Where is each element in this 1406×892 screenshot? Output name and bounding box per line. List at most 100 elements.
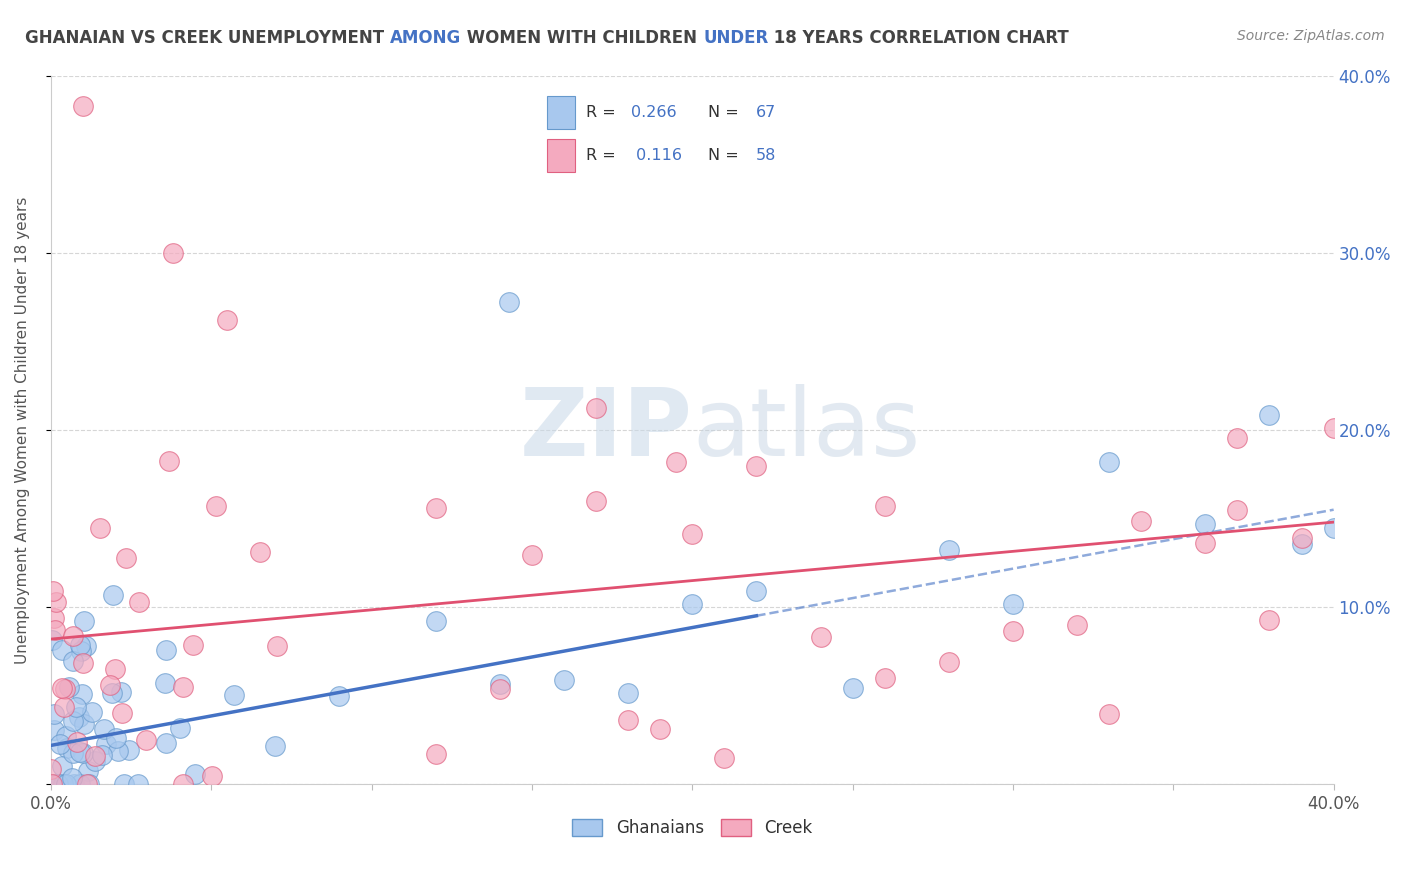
Creek (1258, 613, 1281, 627)
Creek (585, 493, 607, 508)
Ghanaians (110, 685, 132, 699)
Creek (157, 454, 180, 468)
Ghanaians (42, 706, 65, 721)
Ghanaians (69, 777, 91, 791)
Creek (115, 551, 138, 566)
Creek (41, 777, 63, 791)
Creek (201, 769, 224, 783)
Ghanaians (51, 759, 73, 773)
Creek (585, 401, 607, 415)
Text: GHANAIAN VS CREEK UNEMPLOYMENT: GHANAIAN VS CREEK UNEMPLOYMENT (25, 29, 391, 46)
Ghanaians (155, 736, 177, 750)
Ghanaians (44, 777, 66, 791)
Ghanaians (62, 714, 84, 728)
Ghanaians (70, 687, 93, 701)
Creek (1066, 618, 1088, 632)
Ghanaians (224, 688, 246, 702)
Creek (425, 501, 447, 516)
Ghanaians (101, 588, 124, 602)
Creek (745, 459, 768, 474)
Ghanaians (184, 767, 207, 781)
Ghanaians (58, 680, 80, 694)
Creek (41, 762, 63, 776)
Text: AMONG: AMONG (391, 29, 461, 46)
Creek (53, 681, 76, 696)
Text: UNDER: UNDER (703, 29, 769, 46)
Ghanaians (104, 731, 127, 746)
Creek (1323, 421, 1346, 435)
Ghanaians (77, 777, 100, 791)
Ghanaians (72, 746, 94, 760)
Ghanaians (745, 584, 768, 599)
Text: ZIP: ZIP (519, 384, 692, 476)
Ghanaians (76, 639, 98, 653)
Ghanaians (56, 741, 79, 756)
Ghanaians (69, 745, 91, 759)
Creek (650, 723, 672, 737)
Y-axis label: Unemployment Among Women with Children Under 18 years: Unemployment Among Women with Children U… (15, 196, 30, 664)
Ghanaians (425, 614, 447, 628)
Ghanaians (1194, 516, 1216, 531)
Ghanaians (155, 643, 177, 657)
Ghanaians (80, 705, 103, 719)
Ghanaians (46, 777, 69, 791)
Creek (41, 583, 63, 598)
Creek (938, 655, 960, 669)
Creek (100, 678, 122, 692)
Creek (44, 623, 66, 637)
Ghanaians (51, 643, 73, 657)
Ghanaians (112, 777, 135, 791)
Legend: Ghanaians, Creek: Ghanaians, Creek (565, 812, 818, 844)
Ghanaians (617, 686, 640, 700)
Creek (172, 777, 194, 791)
Creek (84, 749, 107, 764)
Ghanaians (65, 699, 87, 714)
Ghanaians (1001, 597, 1024, 611)
Ghanaians (101, 686, 124, 700)
Ghanaians (169, 721, 191, 735)
Ghanaians (73, 716, 96, 731)
Creek (1130, 514, 1153, 528)
Creek (425, 747, 447, 761)
Ghanaians (841, 681, 863, 695)
Creek (172, 680, 194, 694)
Creek (810, 630, 832, 644)
Ghanaians (41, 632, 63, 647)
Ghanaians (1098, 455, 1121, 469)
Ghanaians (69, 638, 91, 652)
Creek (51, 681, 73, 696)
Creek (1226, 502, 1249, 516)
Creek (72, 98, 94, 112)
Ghanaians (62, 747, 84, 761)
Ghanaians (153, 675, 176, 690)
Ghanaians (67, 709, 90, 723)
Creek (665, 455, 688, 469)
Ghanaians (681, 598, 703, 612)
Creek (181, 638, 204, 652)
Creek (104, 662, 127, 676)
Creek (873, 500, 896, 514)
Ghanaians (60, 771, 83, 785)
Ghanaians (94, 737, 117, 751)
Creek (1291, 531, 1313, 545)
Ghanaians (49, 738, 72, 752)
Creek (520, 548, 543, 562)
Creek (617, 713, 640, 727)
Ghanaians (1291, 537, 1313, 551)
Ghanaians (107, 744, 129, 758)
Ghanaians (553, 673, 575, 688)
Creek (1226, 431, 1249, 445)
Ghanaians (264, 739, 287, 753)
Ghanaians (127, 777, 149, 791)
Creek (52, 700, 75, 714)
Ghanaians (77, 764, 100, 778)
Creek (111, 706, 134, 720)
Ghanaians (63, 777, 86, 791)
Ghanaians (84, 754, 107, 768)
Creek (72, 656, 94, 670)
Ghanaians (93, 722, 115, 736)
Ghanaians (55, 730, 77, 744)
Ghanaians (1258, 408, 1281, 422)
Ghanaians (52, 777, 75, 791)
Creek (1194, 535, 1216, 549)
